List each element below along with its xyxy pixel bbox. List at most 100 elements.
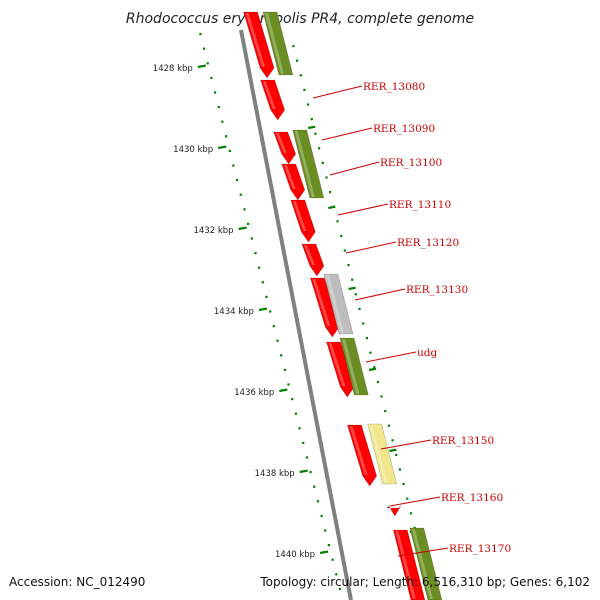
gene-leader-line: [321, 127, 373, 141]
scale-tick: [319, 550, 329, 555]
cds-arrow: [292, 129, 325, 199]
scale-dot: [280, 354, 283, 357]
scale-tick: [368, 367, 377, 372]
scale-dot: [309, 471, 312, 474]
scale-tick: [258, 307, 268, 312]
scale-dot: [287, 383, 290, 386]
scale-dot: [250, 237, 253, 240]
scale-dot: [406, 497, 409, 500]
scale-dot: [351, 278, 354, 281]
gene-arrow: [346, 424, 378, 487]
scale-dot: [391, 439, 394, 442]
gene-label: udg: [417, 347, 437, 359]
scale-dot: [310, 118, 313, 121]
scale-dot: [336, 220, 339, 223]
scale-dot: [313, 485, 316, 488]
scale-dot: [247, 222, 250, 225]
scale-dot: [276, 339, 279, 342]
scale-tick: [218, 145, 227, 150]
scale-tick: [348, 286, 356, 291]
gene-label: RER_13160: [441, 492, 503, 504]
scale-dot: [409, 512, 412, 515]
accession-text: Accession: NC_012490: [9, 575, 146, 589]
gene-label: RER_13080: [363, 81, 425, 93]
scale-dot: [203, 47, 206, 50]
scale-tick: [299, 469, 308, 474]
gene-label: RER_13170: [449, 543, 511, 555]
scale-dot: [261, 281, 264, 284]
scale-dot: [327, 544, 330, 547]
scale-dot: [373, 366, 376, 369]
scale-dot: [210, 76, 213, 79]
scale-dot: [221, 120, 224, 123]
scale-dot: [199, 33, 202, 36]
scale-dot: [380, 395, 383, 398]
scale-dot: [283, 368, 286, 371]
scale-dot: [206, 62, 209, 65]
scale-dot: [387, 424, 390, 427]
cds-arrow: [339, 337, 369, 396]
scale-dot: [335, 573, 338, 576]
cds-arrow: [409, 527, 443, 600]
scale-dot: [214, 91, 217, 94]
scale-dot: [225, 135, 228, 138]
scale-dot: [376, 380, 379, 383]
scale-dot: [324, 529, 327, 532]
map-title: Rhodococcus erythropolis PR4, complete g…: [126, 11, 474, 27]
gene-arrow: [290, 199, 316, 243]
scale-dot: [325, 176, 328, 179]
gene-arrow: [326, 341, 355, 398]
scale-dot: [338, 587, 341, 590]
scale-dot: [292, 45, 295, 48]
gene-labels: RER_13080 RER_13090 RER_13100 RER_13110 RER_…: [312, 81, 511, 557]
scale-dot: [413, 526, 416, 529]
scale-ticks: 1428 kbp 1430 kbp 1432 kbp 1434 kbp 1436 kbp…: [153, 64, 417, 560]
scale-dot: [302, 441, 305, 444]
scale-dot: [362, 322, 365, 325]
scale-tick: [279, 388, 288, 393]
scale-tick-label: 1438 kbp: [255, 469, 295, 479]
gene-label: RER_13150: [432, 435, 494, 447]
gene-arrow: [260, 79, 286, 121]
scale-dot: [299, 74, 302, 77]
scale-dot: [365, 337, 368, 340]
scale-dot: [398, 468, 401, 471]
scale-tick-label: 1430 kbp: [173, 145, 213, 155]
gene-arrow: [392, 529, 426, 600]
gene-leader-line: [365, 351, 417, 363]
scale-tick-label: 1434 kbp: [214, 307, 254, 317]
gene-label: RER_13110: [389, 199, 451, 211]
gene-label: RER_13100: [380, 157, 442, 169]
scale-dot: [354, 293, 357, 296]
gene-leader-line: [312, 85, 363, 99]
pseudo-arrow: [323, 273, 354, 335]
scale-dot: [303, 88, 306, 91]
scale-dot: [258, 266, 261, 269]
gene-leader-line: [397, 547, 449, 557]
gene-arrow: [273, 131, 297, 165]
scale-dot: [314, 132, 317, 135]
scale-dot: [265, 295, 268, 298]
scale-tick-label: 1440 kbp: [275, 550, 315, 560]
gene-leader-line: [389, 496, 441, 507]
scale-dot: [347, 264, 350, 267]
scale-dot: [402, 483, 405, 486]
gene-arrow: [309, 277, 340, 338]
scale-dot: [254, 252, 257, 255]
gene-arrow: [386, 505, 402, 517]
scale-dot: [329, 191, 332, 194]
scale-dot: [316, 500, 319, 503]
scale-tick-label: 1428 kbp: [153, 64, 193, 74]
scale-tick: [389, 448, 397, 453]
gene-leader-line: [337, 203, 389, 216]
scale-dot: [217, 106, 220, 109]
genome-backbone: [239, 29, 353, 600]
scale-dot: [305, 456, 308, 459]
scale-tick: [328, 205, 336, 210]
misc-feature-arrow: [367, 423, 398, 485]
gene-arrow: [301, 243, 325, 277]
scale-dot: [272, 325, 275, 328]
scale-tick-label: 1436 kbp: [234, 388, 274, 398]
gene-leader-line: [329, 161, 380, 176]
